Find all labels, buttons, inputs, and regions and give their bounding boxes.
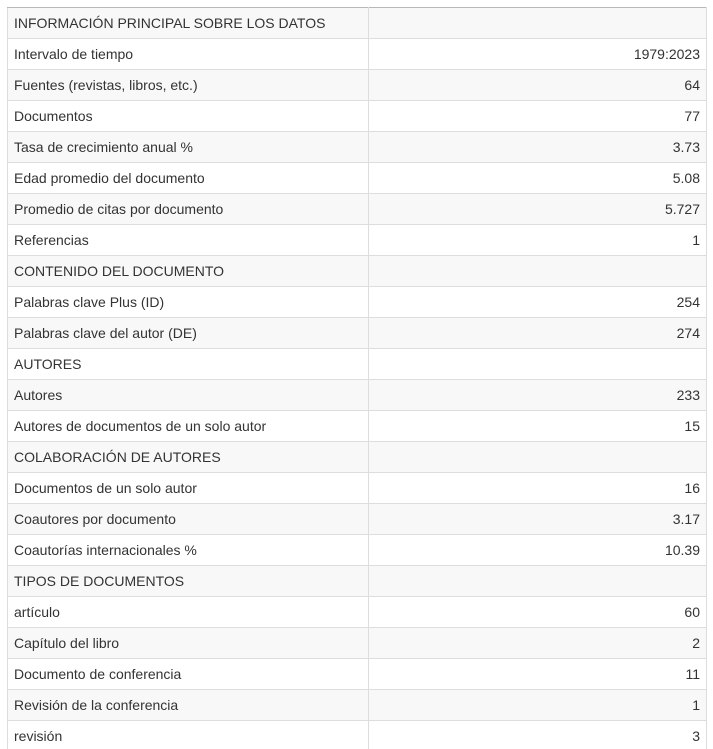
section-empty-cell — [368, 565, 707, 597]
metric-label: Coautorías internacionales % — [7, 534, 369, 566]
section-title: AUTORES — [7, 348, 369, 380]
metric-label: Revisión de la conferencia — [7, 689, 369, 721]
table-row: Referencias 1 — [7, 224, 707, 256]
metric-value: 1 — [368, 224, 707, 256]
table-row: Revisión de la conferencia 1 — [7, 689, 707, 721]
section-row: COLABORACIÓN DE AUTORES — [7, 441, 707, 473]
metric-label: Fuentes (revistas, libros, etc.) — [7, 69, 369, 101]
metric-value: 5.08 — [368, 162, 707, 194]
metric-value: 15 — [368, 410, 707, 442]
metric-label: Documento de conferencia — [7, 658, 369, 690]
main-information-panel: INFORMACIÓN PRINCIPAL SOBRE LOS DATOS Int… — [7, 7, 707, 749]
metric-value: 254 — [368, 286, 707, 318]
metric-value: 3 — [368, 720, 707, 749]
section-title: TIPOS DE DOCUMENTOS — [7, 565, 369, 597]
section-empty-cell — [368, 7, 707, 39]
section-title: CONTENIDO DEL DOCUMENTO — [7, 255, 369, 287]
metric-label: revisión — [7, 720, 369, 749]
metric-value: 77 — [368, 100, 707, 132]
section-title: INFORMACIÓN PRINCIPAL SOBRE LOS DATOS — [7, 7, 369, 39]
metric-label: Autores de documentos de un solo autor — [7, 410, 369, 442]
table-row: Documentos de un solo autor 16 — [7, 472, 707, 504]
metric-label: Capítulo del libro — [7, 627, 369, 659]
metric-value: 274 — [368, 317, 707, 349]
metric-value: 10.39 — [368, 534, 707, 566]
metric-label: Edad promedio del documento — [7, 162, 369, 194]
metric-label: Palabras clave del autor (DE) — [7, 317, 369, 349]
metric-value: 16 — [368, 472, 707, 504]
section-empty-cell — [368, 348, 707, 380]
metric-value: 5.727 — [368, 193, 707, 225]
metric-value: 1979:2023 — [368, 38, 707, 70]
table-row: Fuentes (revistas, libros, etc.) 64 — [7, 69, 707, 101]
section-row: CONTENIDO DEL DOCUMENTO — [7, 255, 707, 287]
metric-value: 2 — [368, 627, 707, 659]
metric-value: 233 — [368, 379, 707, 411]
metric-value: 11 — [368, 658, 707, 690]
table-row: Intervalo de tiempo 1979:2023 — [7, 38, 707, 70]
table-row: Coautores por documento 3.17 — [7, 503, 707, 535]
metric-label: Coautores por documento — [7, 503, 369, 535]
table-row: Capítulo del libro 2 — [7, 627, 707, 659]
section-row: INFORMACIÓN PRINCIPAL SOBRE LOS DATOS — [7, 7, 707, 39]
table-row: Edad promedio del documento 5.08 — [7, 162, 707, 194]
section-empty-cell — [368, 255, 707, 287]
table-row: Coautorías internacionales % 10.39 — [7, 534, 707, 566]
section-title: COLABORACIÓN DE AUTORES — [7, 441, 369, 473]
table-row: revisión 3 — [7, 720, 707, 749]
table-row: Promedio de citas por documento 5.727 — [7, 193, 707, 225]
metric-label: Documentos de un solo autor — [7, 472, 369, 504]
metric-label: Referencias — [7, 224, 369, 256]
section-empty-cell — [368, 441, 707, 473]
metric-value: 1 — [368, 689, 707, 721]
metric-value: 3.73 — [368, 131, 707, 163]
table-row: Palabras clave del autor (DE) 274 — [7, 317, 707, 349]
section-row: TIPOS DE DOCUMENTOS — [7, 565, 707, 597]
metric-label: Documentos — [7, 100, 369, 132]
table-row: Autores de documentos de un solo autor 15 — [7, 410, 707, 442]
metric-label: artículo — [7, 596, 369, 628]
table-row: Tasa de crecimiento anual % 3.73 — [7, 131, 707, 163]
metric-label: Autores — [7, 379, 369, 411]
metric-value: 60 — [368, 596, 707, 628]
table-row: Autores 233 — [7, 379, 707, 411]
table-row: artículo 60 — [7, 596, 707, 628]
table-row: Documento de conferencia 11 — [7, 658, 707, 690]
metric-value: 64 — [368, 69, 707, 101]
metric-label: Tasa de crecimiento anual % — [7, 131, 369, 163]
table-row: Documentos 77 — [7, 100, 707, 132]
metric-value: 3.17 — [368, 503, 707, 535]
metric-label: Promedio de citas por documento — [7, 193, 369, 225]
metric-label: Intervalo de tiempo — [7, 38, 369, 70]
main-info-table-body: INFORMACIÓN PRINCIPAL SOBRE LOS DATOS Int… — [7, 7, 707, 749]
main-information-table: INFORMACIÓN PRINCIPAL SOBRE LOS DATOS Int… — [7, 7, 707, 749]
table-row: Palabras clave Plus (ID) 254 — [7, 286, 707, 318]
section-row: AUTORES — [7, 348, 707, 380]
metric-label: Palabras clave Plus (ID) — [7, 286, 369, 318]
